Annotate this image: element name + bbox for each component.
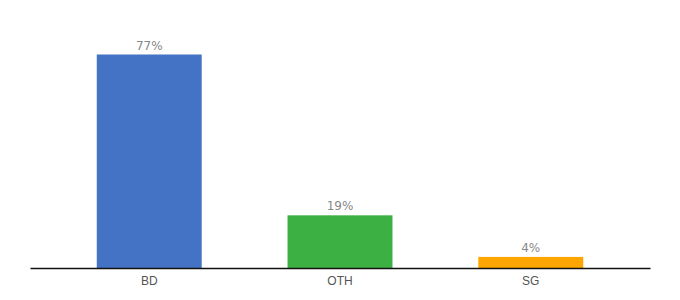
axis-line — [31, 268, 651, 270]
data-label: 19% — [327, 199, 354, 213]
x-axis: BD OTH SG — [31, 269, 651, 288]
bar — [478, 257, 583, 268]
tick: BD — [141, 274, 158, 288]
plot: BD OTH SG 77% 19% 4% — [31, 39, 651, 288]
data-labels: 77% 19% 4% — [136, 39, 540, 255]
chart: BD OTH SG 77% 19% 4% — [0, 0, 680, 300]
tick-label: BD — [141, 274, 158, 288]
bar — [288, 215, 393, 268]
data-label: 4% — [521, 241, 540, 255]
tick-label: SG — [522, 274, 539, 288]
tick: OTH — [327, 274, 352, 288]
tick-label: OTH — [327, 274, 352, 288]
data-label: 77% — [136, 39, 163, 53]
bar — [97, 55, 202, 269]
bars — [97, 55, 583, 269]
tick: SG — [522, 274, 539, 288]
